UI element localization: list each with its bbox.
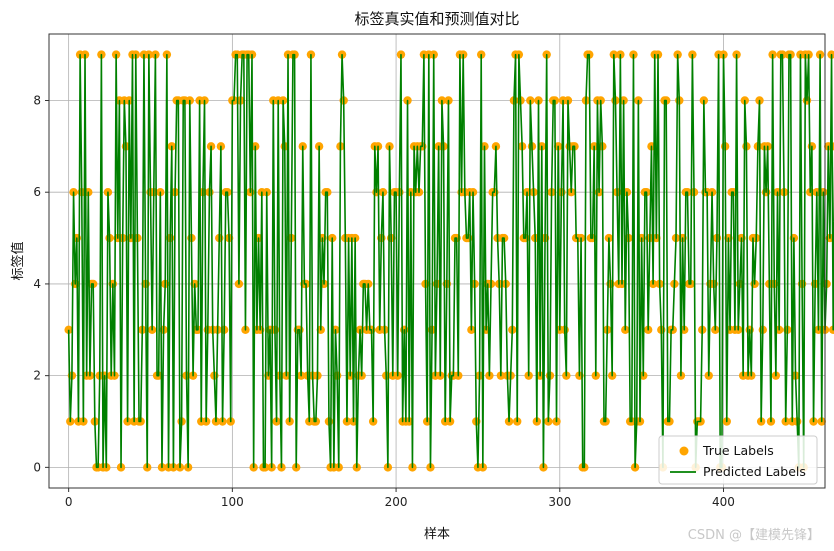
x-tick-label: 0 — [65, 495, 73, 509]
legend-label-true-labels: True Labels — [702, 443, 774, 458]
x-tick-label: 100 — [221, 495, 244, 509]
plot-area — [64, 50, 834, 472]
y-tick-label: 2 — [33, 369, 41, 383]
watermark: CSDN @【建模先锋】 — [687, 528, 820, 543]
y-tick-label: 0 — [33, 460, 41, 474]
x-axis-title: 样本 — [424, 527, 450, 542]
chart-title: 标签真实值和预测值对比 — [354, 10, 519, 28]
y-tick-label: 8 — [33, 93, 41, 107]
legend: True Labels Predicted Labels — [658, 435, 818, 485]
plot-frame — [48, 33, 826, 489]
x-tick-label: 200 — [385, 495, 408, 509]
true-label-point — [64, 325, 73, 334]
y-tick-label: 4 — [33, 277, 41, 291]
legend-box — [658, 435, 818, 485]
legend-marker-true-labels — [679, 446, 689, 456]
x-tick-label: 400 — [712, 495, 735, 509]
y-tick-label: 6 — [33, 185, 41, 199]
predicted-labels-line — [67, 53, 834, 469]
axis-ticks: 0 100 200 300 400 0 2 4 6 8 — [33, 93, 735, 509]
x-tick-label: 300 — [548, 495, 571, 509]
y-axis-title: 标签值 — [10, 241, 26, 280]
legend-label-predicted-labels: Predicted Labels — [703, 464, 806, 479]
